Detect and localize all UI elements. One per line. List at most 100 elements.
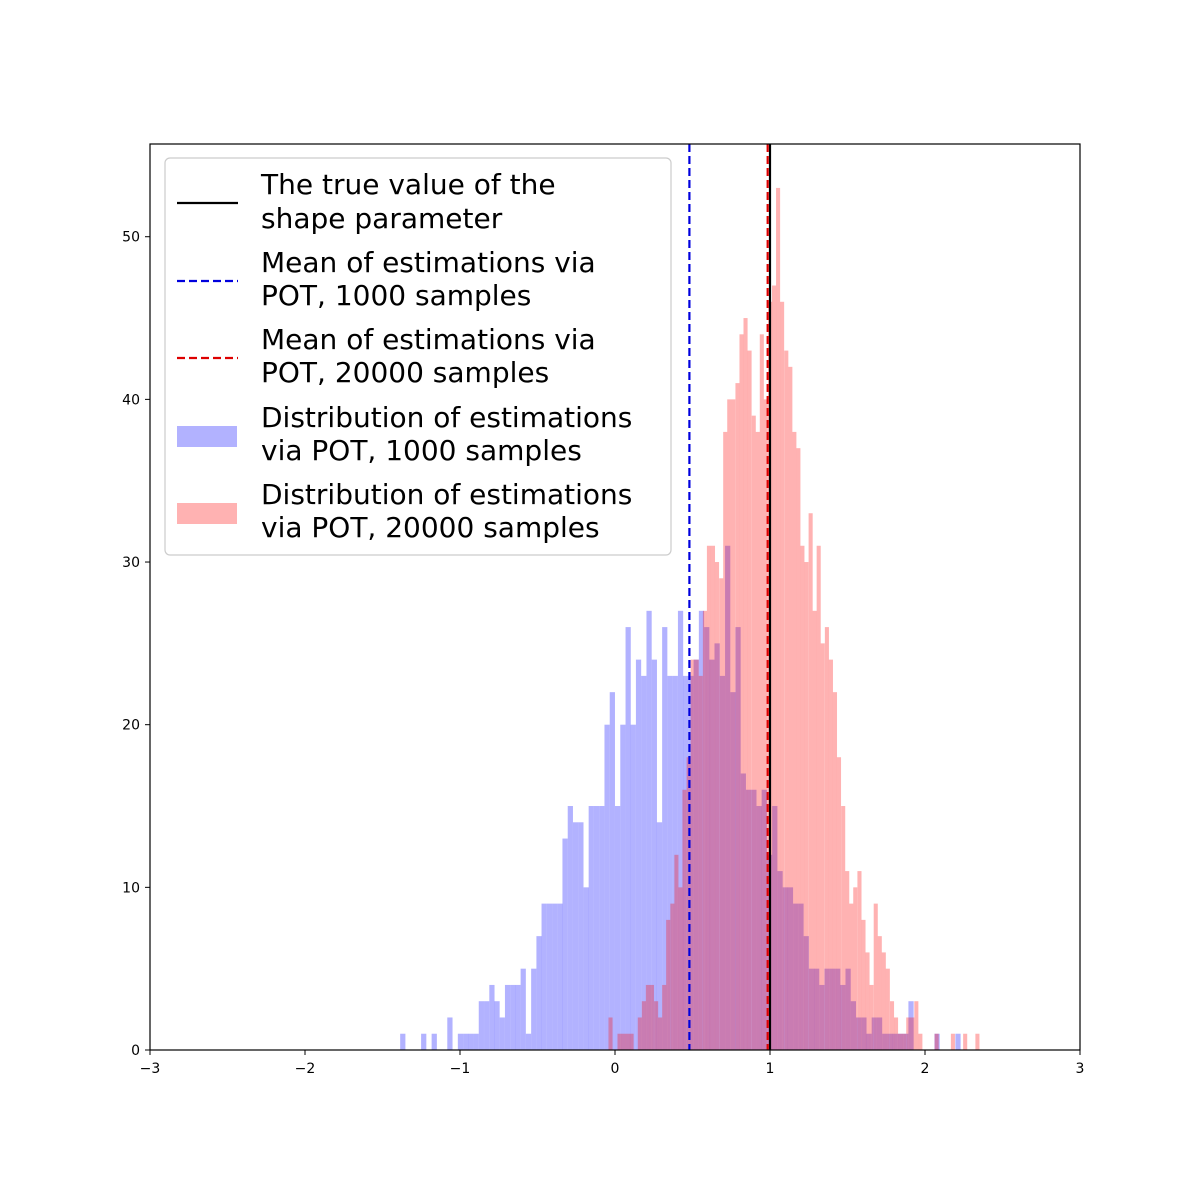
histogram-bar	[431, 1033, 437, 1050]
histogram-bar	[499, 1017, 505, 1050]
histogram-bar	[882, 1033, 888, 1050]
plot-area: −3 −2 −1 0 1 2 3 0 10 20 30 40 50	[122, 143, 1084, 1077]
histogram-bar	[645, 984, 650, 1050]
histogram-bar	[510, 984, 516, 1050]
histogram-bar	[690, 659, 695, 1050]
histogram-bar	[934, 1033, 940, 1050]
histogram-bar	[792, 431, 797, 1050]
y-tick-label: 20	[122, 718, 140, 734]
histogram-bar	[861, 1017, 867, 1050]
histogram-bar	[635, 659, 642, 1050]
histogram-bar	[866, 1033, 872, 1050]
histogram-bar	[776, 187, 781, 1050]
x-tick-label: 0	[611, 1061, 620, 1077]
histogram-bar	[531, 968, 537, 1050]
histogram-bar	[463, 1033, 469, 1050]
histogram-bar	[677, 610, 684, 1050]
x-tick-label: −2	[295, 1061, 316, 1077]
y-tick-label: 10	[122, 880, 140, 896]
histogram-bar	[784, 350, 789, 1050]
series-20000-samples	[608, 187, 980, 1050]
histogram-bar	[714, 562, 720, 1050]
histogram-bar	[649, 984, 654, 1050]
histogram-bar	[625, 1033, 630, 1050]
histogram-bar	[620, 724, 626, 1050]
histogram-bar	[796, 448, 801, 1050]
histogram-bar	[751, 415, 756, 1050]
histogram-bar	[646, 610, 652, 1050]
histogram-bar	[604, 724, 610, 1050]
histogram-bar	[963, 1033, 968, 1050]
histogram-bar	[841, 806, 846, 1050]
histogram-bar	[637, 1017, 642, 1050]
histogram-bar	[861, 919, 866, 1050]
histogram-bar	[845, 968, 851, 1050]
histogram-bar	[552, 903, 558, 1050]
histogram-bar	[731, 399, 736, 1050]
x-tick-label: 2	[921, 1061, 930, 1077]
histogram-bar	[688, 675, 694, 1050]
legend-label-true-value-line1: The true value of the	[260, 168, 556, 201]
histogram-bar	[849, 903, 854, 1050]
histogram-bar	[836, 757, 842, 1050]
histogram-bar	[694, 659, 699, 1050]
histogram-bar	[725, 545, 731, 1050]
histogram-bar	[727, 399, 732, 1050]
histogram-bar	[814, 968, 820, 1050]
series-1000-samples	[400, 545, 961, 1050]
x-axis: −3 −2 −1 0 1 2 3	[140, 1050, 1084, 1077]
histogram-bar	[704, 627, 710, 1050]
legend-handle-dist-1000	[177, 426, 237, 447]
histogram-bar	[853, 887, 858, 1050]
histogram-bar	[662, 627, 668, 1050]
histogram-bar	[567, 806, 573, 1050]
histogram-bar	[662, 984, 667, 1050]
histogram-bar	[682, 789, 687, 1050]
histogram-bar	[820, 643, 825, 1050]
legend-label-dist-20000-line1: Distribution of estimations	[261, 478, 632, 511]
histogram-bar	[609, 692, 615, 1050]
histogram-bar	[654, 1001, 659, 1050]
histogram-bar	[666, 919, 671, 1050]
histogram-bar	[902, 1033, 907, 1050]
histogram-bar	[735, 627, 741, 1050]
histogram-bar	[865, 952, 870, 1050]
histogram-bar	[850, 1001, 856, 1050]
histogram-bar	[656, 822, 663, 1050]
histogram-bar	[723, 431, 728, 1050]
histogram-bar	[735, 383, 740, 1050]
histogram-bar	[772, 285, 777, 1050]
histogram-bar	[897, 1033, 904, 1050]
histogram-bar	[698, 675, 703, 1050]
histogram-bar	[824, 627, 829, 1050]
histogram-bar	[892, 1033, 898, 1050]
histogram-bar	[702, 610, 707, 1050]
y-tick-label: 50	[122, 230, 140, 246]
histogram-bar	[710, 545, 716, 1050]
histogram-bar	[793, 903, 799, 1050]
histogram-bar	[889, 1001, 895, 1050]
histogram-bar	[845, 871, 850, 1050]
histogram-bar	[898, 1033, 903, 1050]
histogram-bar	[693, 659, 699, 1050]
histogram-bar	[698, 610, 705, 1050]
histogram-bar	[910, 1017, 915, 1050]
histogram-bar	[908, 1001, 914, 1050]
y-tick-label: 40	[122, 392, 140, 408]
y-axis: 0 10 20 30 40 50	[122, 230, 150, 1059]
legend-label-true-value-line2: shape parameter	[261, 202, 503, 235]
histogram-bar	[625, 627, 631, 1050]
histogram-bar	[504, 984, 511, 1050]
histogram-bar	[573, 822, 579, 1050]
histogram-bar	[756, 806, 762, 1050]
histogram-bar	[615, 806, 621, 1050]
histogram-bar	[777, 871, 783, 1050]
histogram-bar	[617, 1033, 622, 1050]
histogram-bar	[824, 968, 830, 1050]
histogram-bar	[840, 984, 846, 1050]
histogram-bar	[730, 692, 736, 1050]
histogram-bar	[520, 968, 526, 1050]
histogram-bar	[719, 578, 724, 1050]
histogram-bar	[975, 1033, 980, 1050]
